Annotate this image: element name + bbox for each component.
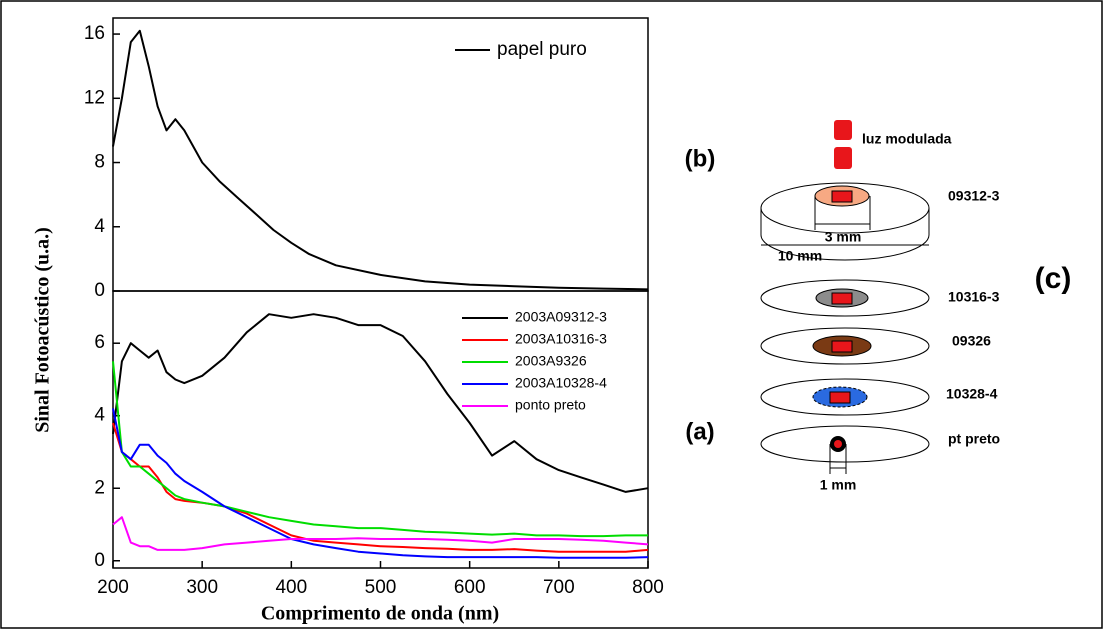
legend-label: 2003A09312-3 xyxy=(515,309,607,325)
series-line xyxy=(112,361,648,538)
light-spot xyxy=(831,190,853,203)
sample-label: 10316-3 xyxy=(948,289,1000,305)
series-line xyxy=(112,422,649,553)
legend-label: 2003A9326 xyxy=(515,353,587,369)
dimension xyxy=(829,444,847,474)
light-spot xyxy=(831,340,853,353)
x-tick-label: 400 xyxy=(275,577,307,598)
light-label: luz modulada xyxy=(862,131,952,147)
series-line xyxy=(112,29,649,291)
series-line xyxy=(112,408,649,559)
panel-label: (b) xyxy=(685,145,716,172)
y-tick-label: 8 xyxy=(94,152,105,173)
dimension-label: 10 mm xyxy=(778,248,822,264)
y-tick-label: 12 xyxy=(84,87,105,108)
light-spot xyxy=(829,391,851,404)
sample-label: 09312-3 xyxy=(948,188,1000,204)
legend-label: 2003A10316-3 xyxy=(515,331,607,347)
y-tick-label: 16 xyxy=(84,23,105,44)
sample-label: 10328-4 xyxy=(946,386,998,402)
y-tick-label: 6 xyxy=(94,332,105,353)
sample-label: 09326 xyxy=(952,333,991,349)
y-tick-label: 2 xyxy=(94,477,105,498)
x-axis-label: Comprimento de onda (nm) xyxy=(261,603,499,625)
x-tick-label: 600 xyxy=(454,577,486,598)
light-spot xyxy=(831,292,853,305)
y-axis-label: Sinal Fotoacústico (u.a.) xyxy=(32,227,54,433)
legend-label: 2003A10328-4 xyxy=(515,375,607,391)
dimension xyxy=(814,196,871,230)
light-block xyxy=(834,120,852,140)
light-spot xyxy=(834,440,842,448)
panel-label: (c) xyxy=(1035,262,1072,295)
legend-label: ponto preto xyxy=(515,397,586,413)
x-tick-label: 700 xyxy=(543,577,575,598)
diagram: (c) luz modulada 3 mm 10 mm 09312-3 1031… xyxy=(760,120,1072,493)
light-block xyxy=(834,147,852,169)
x-tick-label: 800 xyxy=(632,577,664,598)
legend-label: papel puro xyxy=(497,39,587,60)
dimension-label: 3 mm xyxy=(825,229,862,245)
series-line xyxy=(112,313,649,493)
y-tick-label: 0 xyxy=(94,550,105,571)
panel-label: (a) xyxy=(685,418,714,445)
x-tick-label: 300 xyxy=(186,577,218,598)
series-line xyxy=(112,516,649,551)
y-tick-label: 4 xyxy=(94,216,105,237)
x-tick-label: 500 xyxy=(365,577,397,598)
dimension-label: 1 mm xyxy=(820,477,857,493)
y-tick-label: 4 xyxy=(94,405,105,426)
x-tick-label: 200 xyxy=(97,577,129,598)
y-tick-label: 0 xyxy=(94,280,105,301)
sample-label: pt preto xyxy=(948,431,1000,447)
